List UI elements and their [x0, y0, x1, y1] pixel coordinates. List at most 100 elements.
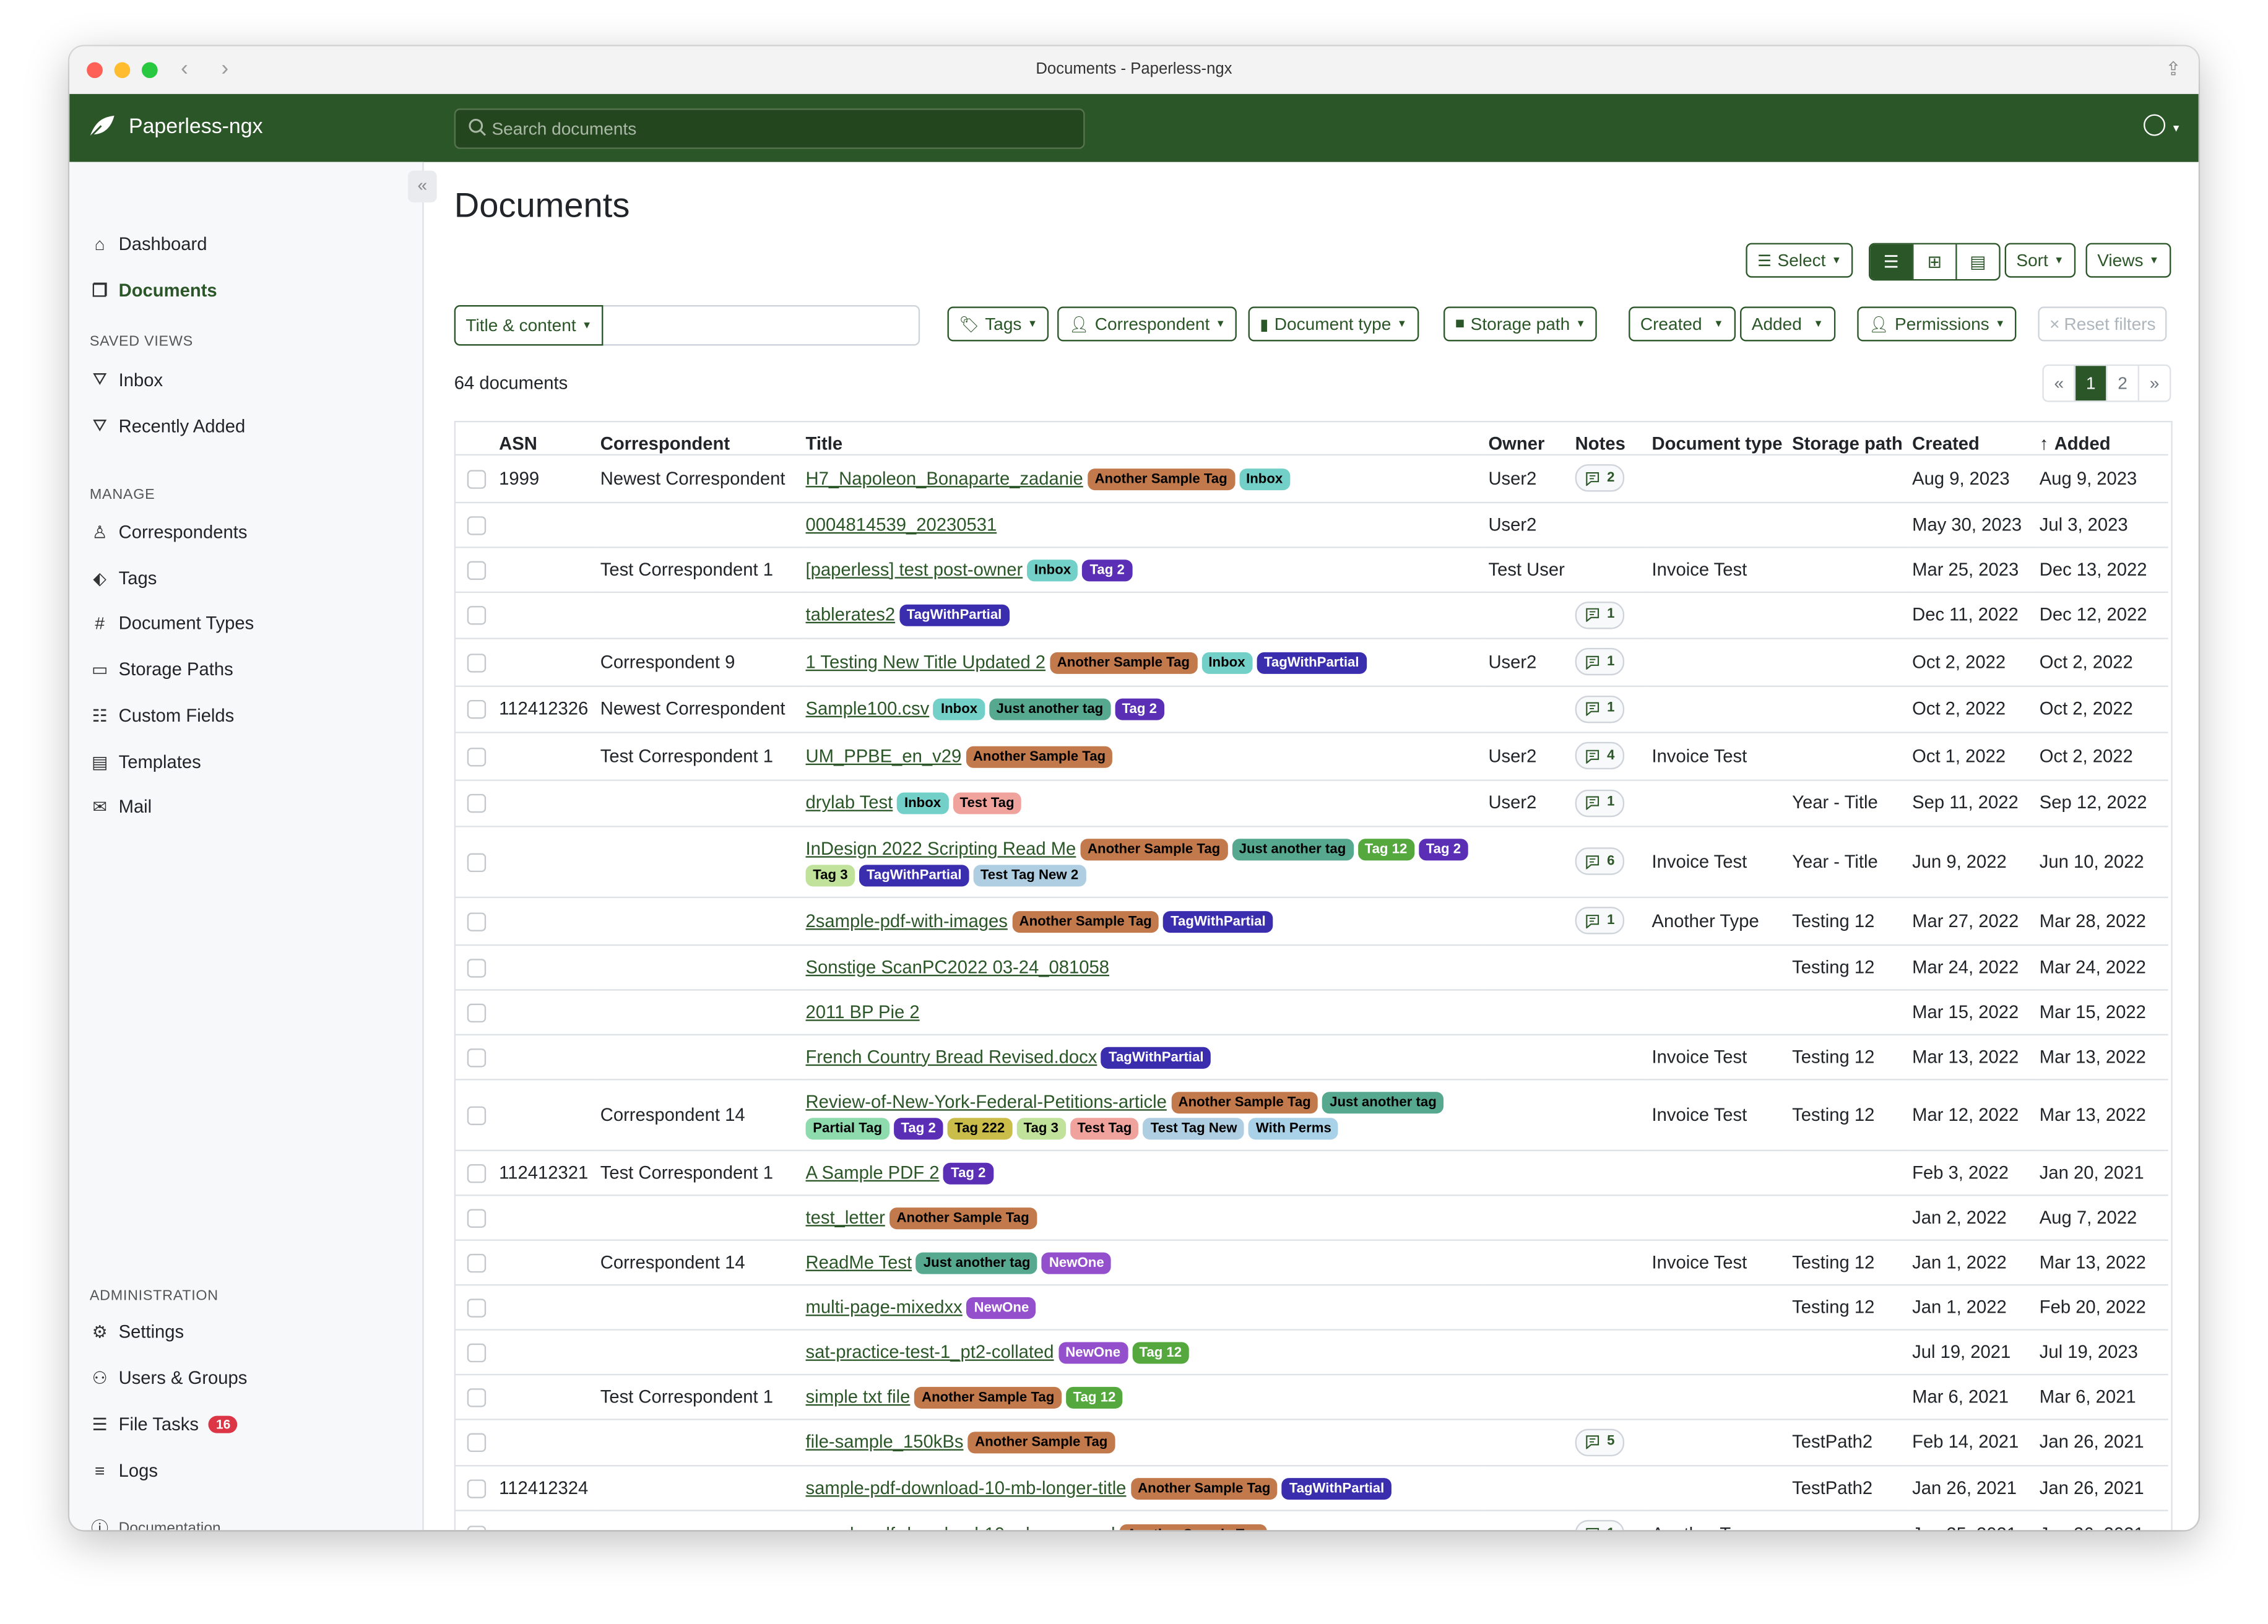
notes-badge[interactable]: 1	[1575, 1519, 1625, 1531]
table-row[interactable]: drylab Test Inbox Test Tag User2 1 Year - …	[456, 779, 2168, 827]
document-type-cell[interactable]	[1648, 637, 1790, 686]
document-type-cell[interactable]: Invoice Test	[1648, 1078, 1790, 1150]
tag-badge[interactable]: Inbox	[897, 793, 948, 815]
tag-badge[interactable]: TagWithPartial	[1163, 910, 1273, 933]
grid-view-icon[interactable]: ⊞	[1912, 244, 1955, 279]
storage-path-cell[interactable]: Year - Title	[1789, 826, 1910, 897]
document-type-cell[interactable]	[1648, 454, 1790, 502]
document-title-link[interactable]: H7_Napoleon_Bonaparte_zadanie	[805, 468, 1083, 489]
brand-name[interactable]: Paperless-ngx	[128, 115, 263, 139]
document-title-link[interactable]: Sonstige ScanPC2022 03-24_081058	[805, 956, 1109, 977]
storage-path-cell[interactable]	[1789, 1373, 1910, 1419]
correspondent-filter-button[interactable]: 👤︎ Correspondent ▼	[1057, 306, 1237, 342]
notes-badge[interactable]: 1	[1575, 647, 1625, 676]
table-row[interactable]: 2011 BP Pie 2 Mar 15, 2022 Mar 15, 2022	[456, 988, 2168, 1034]
collapse-sidebar-button[interactable]: «	[407, 170, 437, 203]
sort-button[interactable]: Sort ▼	[2004, 243, 2076, 278]
document-title-link[interactable]: ReadMe Test	[805, 1251, 912, 1272]
sidebar-item-settings[interactable]: ⚙ Settings	[90, 1322, 184, 1342]
table-row[interactable]: sample-pdf-download-10-mb copy_red Anothe…	[456, 1510, 2168, 1531]
sidebar-item-custom-fields[interactable]: ☷ Custom Fields	[90, 706, 235, 726]
correspondent-cell[interactable]	[597, 1283, 803, 1329]
tag-badge[interactable]: Test Tag	[1070, 1117, 1140, 1139]
correspondent-cell[interactable]	[597, 1465, 803, 1511]
storage-path-cell[interactable]	[1789, 685, 1910, 733]
tag-badge[interactable]: TagWithPartial	[1101, 1046, 1211, 1068]
tag-badge[interactable]: Tag 2	[1082, 559, 1132, 581]
tag-badge[interactable]: Just another tag	[1322, 1091, 1444, 1113]
correspondent-cell[interactable]: Correspondent 9	[597, 637, 803, 686]
table-row[interactable]: Test Correspondent 1 simple txt file Anot…	[456, 1373, 2168, 1419]
list-view-icon[interactable]: ☰	[1870, 244, 1913, 279]
sidebar-item-inbox[interactable]: ⛛ Inbox	[90, 369, 163, 391]
tag-badge[interactable]: TagWithPartial	[1282, 1478, 1392, 1500]
correspondent-cell[interactable]	[597, 896, 803, 944]
sidebar-item-storage-paths[interactable]: ▭ Storage Paths	[90, 660, 233, 680]
table-row[interactable]: Test Correspondent 1 [paperless] test po…	[456, 546, 2168, 592]
tag-badge[interactable]: Inbox	[1201, 652, 1253, 674]
document-title-link[interactable]: Sample100.csv	[805, 699, 930, 719]
row-checkbox[interactable]	[467, 958, 487, 977]
document-type-cell[interactable]	[1648, 501, 1790, 547]
table-row[interactable]: InDesign 2022 Scripting Read Me Another S…	[456, 826, 2168, 897]
row-checkbox[interactable]	[467, 1003, 487, 1022]
document-type-cell[interactable]: Invoice Test	[1648, 732, 1790, 780]
tag-badge[interactable]: Just another tag	[916, 1251, 1038, 1274]
sidebar-item-recently-added[interactable]: ⛛ Recently Added	[90, 415, 245, 437]
storage-path-cell[interactable]	[1789, 1510, 1910, 1531]
column-header-storage-path[interactable]: Storage path	[1789, 422, 1909, 455]
document-title-link[interactable]: sat-practice-test-1_pt2-collated	[805, 1341, 1054, 1362]
table-row[interactable]: 2sample-pdf-with-images Another Sample Ta…	[456, 896, 2168, 944]
table-row[interactable]: file-sample_150kBs Another Sample Tag 5 T…	[456, 1418, 2168, 1466]
document-title-link[interactable]: Review-of-New-York-Federal-Petitions-art…	[805, 1091, 1167, 1112]
created-filter-button[interactable]: Created ▼	[1629, 306, 1736, 342]
correspondent-cell[interactable]: Newest Correspondent	[597, 685, 803, 733]
table-row[interactable]: 0004814539_20230531 User2 May 30, 2023 J…	[456, 501, 2168, 547]
row-checkbox[interactable]	[467, 747, 487, 767]
share-icon[interactable]: ⇪	[2165, 58, 2181, 80]
storage-path-cell[interactable]: Testing 12	[1789, 1033, 1910, 1079]
table-row[interactable]: 1999 Newest Correspondent H7_Napoleon_Bo…	[456, 454, 2168, 502]
notes-badge[interactable]: 6	[1575, 847, 1625, 876]
tag-badge[interactable]: Tag 2	[943, 1162, 993, 1184]
correspondent-cell[interactable]: Test Correspondent 1	[597, 1373, 803, 1419]
document-type-cell[interactable]	[1648, 779, 1790, 827]
correspondent-cell[interactable]	[597, 1418, 803, 1466]
tag-badge[interactable]: Another Sample Tag	[1119, 1524, 1267, 1531]
document-type-cell[interactable]: Invoice Test	[1648, 826, 1790, 897]
tag-badge[interactable]: Tag 2	[1419, 839, 1468, 861]
row-checkbox[interactable]	[467, 1105, 487, 1125]
sidebar-item-mail[interactable]: ✉ Mail	[90, 797, 152, 818]
table-row[interactable]: sat-practice-test-1_pt2-collated NewOne Ta…	[456, 1328, 2168, 1374]
document-title-link[interactable]: sample-pdf-download-10-mb-longer-title	[805, 1478, 1127, 1498]
tag-badge[interactable]: Tag 3	[805, 865, 855, 887]
notes-badge[interactable]: 4	[1575, 741, 1625, 770]
pagination-page-1[interactable]: 1	[2074, 366, 2106, 401]
row-checkbox[interactable]	[467, 1433, 487, 1453]
sidebar-item-correspondents[interactable]: ♙ Correspondents	[90, 522, 248, 543]
storage-path-cell[interactable]: Testing 12	[1789, 896, 1910, 944]
row-checkbox[interactable]	[467, 1298, 487, 1318]
table-row[interactable]: Test Correspondent 1 UM_PPBE_en_v29 Anoth…	[456, 732, 2168, 780]
column-header-document-type[interactable]: Document type	[1649, 422, 1790, 455]
tag-badge[interactable]: Test Tag New	[1143, 1117, 1245, 1139]
correspondent-cell[interactable]	[597, 501, 803, 547]
column-header-added[interactable]: ↑ Added	[2036, 422, 2168, 455]
sidebar-item-dashboard[interactable]: ⌂ Dashboard	[90, 235, 207, 255]
correspondent-cell[interactable]	[597, 1510, 803, 1531]
maximize-window-button[interactable]	[141, 62, 158, 79]
minimize-window-button[interactable]	[114, 62, 131, 79]
storage-path-cell[interactable]	[1789, 637, 1910, 686]
forward-icon[interactable]: ›	[221, 56, 229, 81]
tag-badge[interactable]: With Perms	[1249, 1117, 1339, 1139]
correspondent-cell[interactable]: Test Correspondent 1	[597, 732, 803, 780]
tag-badge[interactable]: NewOne	[966, 1296, 1036, 1318]
row-checkbox[interactable]	[467, 654, 487, 673]
document-title-link[interactable]: file-sample_150kBs	[805, 1432, 964, 1453]
table-row[interactable]: 112412326 Newest Correspondent Sample100…	[456, 685, 2168, 733]
correspondent-cell[interactable]	[597, 1328, 803, 1374]
close-window-button[interactable]	[87, 62, 103, 79]
storage-path-filter-button[interactable]: ■ Storage path ▼	[1443, 306, 1598, 342]
table-row[interactable]: Correspondent 14 Review-of-New-York-Fede…	[456, 1078, 2168, 1150]
tag-badge[interactable]: TagWithPartial	[899, 605, 1010, 627]
